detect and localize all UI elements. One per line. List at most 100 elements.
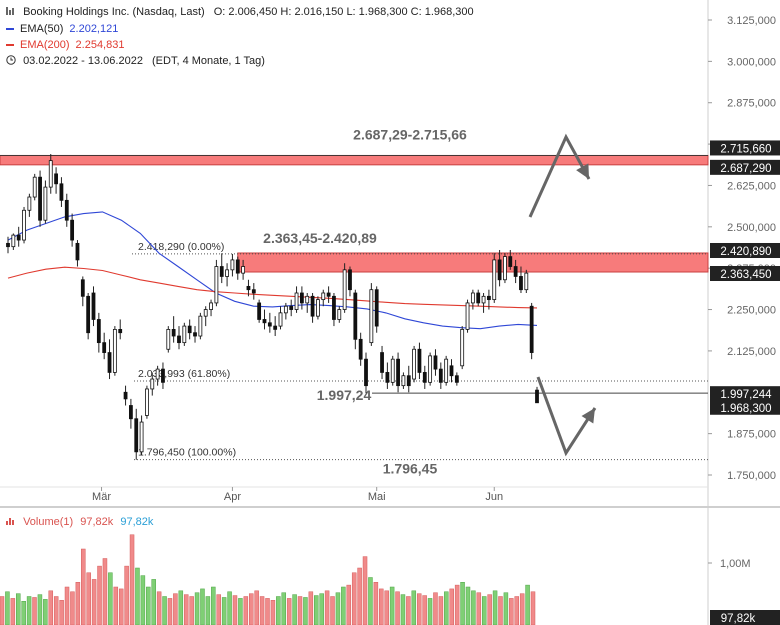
- x-tick-label: Mär: [92, 491, 111, 503]
- candle-body: [470, 292, 475, 304]
- volume-bar: [243, 596, 249, 625]
- candle-body: [64, 199, 69, 221]
- candle-body: [353, 292, 358, 340]
- volume-bar: [97, 565, 102, 625]
- y-tick-label: 2.875,000: [727, 98, 776, 110]
- candle-body: [262, 319, 267, 324]
- volume-bar: [70, 591, 75, 625]
- volume-bar: [314, 595, 319, 625]
- candle-body: [481, 295, 486, 304]
- candle-body: [433, 355, 438, 370]
- y-tick-label: 2.250,000: [727, 305, 776, 317]
- volume-bar: [59, 600, 64, 625]
- candle-body: [460, 328, 465, 367]
- volume-bar: [238, 598, 243, 625]
- volume-bar: [509, 598, 514, 625]
- y-tick-label: 3.000,000: [727, 56, 776, 68]
- volume-bar: [324, 590, 330, 625]
- candle-body: [348, 269, 352, 291]
- candle-body: [6, 242, 10, 248]
- candle-body: [75, 242, 80, 261]
- volume-bar: [102, 558, 108, 625]
- candle-body: [454, 375, 459, 383]
- volume-bar: [151, 579, 156, 625]
- volume-bar: [53, 596, 59, 625]
- volume-bar: [81, 548, 86, 625]
- candle-body: [385, 372, 390, 383]
- candle-body: [225, 269, 229, 277]
- volume-bar: [476, 592, 482, 625]
- candle-body: [166, 328, 171, 350]
- projection-arrow-down: [536, 376, 597, 457]
- price-tag: [710, 386, 780, 402]
- candle-body: [118, 328, 123, 334]
- candle-body: [396, 358, 400, 387]
- range-info: (EDT, 4 Monate, 1 Tag): [152, 55, 265, 67]
- fib-label: 2.033,993 (61.80%): [138, 368, 230, 380]
- candle-body: [112, 328, 117, 373]
- candle-body: [503, 256, 507, 281]
- candle-body: [492, 259, 497, 301]
- volume-bar: [37, 594, 43, 625]
- volume-bar: [444, 591, 449, 625]
- volume-bar: [91, 579, 97, 625]
- candle-body: [11, 234, 16, 248]
- volume-bar: [232, 595, 238, 625]
- volume-bar: [454, 584, 460, 625]
- volume-bar: [108, 572, 113, 625]
- candle-body: [187, 325, 192, 334]
- chart-header: Booking Holdings Inc. (Nasdaq, Last) O: …: [6, 6, 474, 18]
- volume-bar: [519, 593, 525, 625]
- candle-body: [54, 173, 58, 185]
- volume-bar: [492, 590, 498, 625]
- volume-bar: [281, 592, 287, 625]
- volume-bar: [514, 596, 519, 625]
- candle-body: [22, 209, 26, 241]
- volume-bar: [416, 593, 422, 625]
- volume-bar: [173, 593, 178, 625]
- candle-body: [219, 266, 224, 277]
- candle-body: [326, 292, 331, 297]
- volume-bar: [75, 582, 81, 625]
- volume-bar: [276, 596, 281, 625]
- volume-bar: [21, 601, 26, 625]
- volume-bar: [221, 597, 227, 625]
- candle-body: [123, 391, 128, 400]
- volume-last-tag: [710, 610, 780, 625]
- ema200-swatch: [6, 44, 14, 47]
- projection-arrow-down-head: [581, 408, 595, 424]
- volume-bar: [346, 584, 352, 625]
- volume-bar: [422, 595, 427, 625]
- volume-value-1: 97,82k: [80, 516, 114, 528]
- volume-bar: [406, 596, 411, 625]
- price-tag-label: 2.363,450: [720, 269, 771, 281]
- volume-bar: [124, 565, 129, 625]
- volume-bar: [400, 594, 406, 625]
- date-range: 03.02.2022 - 13.06.2022: [23, 55, 143, 67]
- legend-range: 03.02.2022 - 13.06.2022 (EDT, 4 Monate, …: [6, 55, 265, 68]
- candle-body: [193, 332, 197, 337]
- volume-bar: [319, 593, 324, 625]
- resistance-zone: [237, 252, 709, 273]
- candle-body: [203, 309, 208, 317]
- zone-label: 2.363,45-2.420,89: [263, 230, 377, 246]
- candle-body: [161, 368, 165, 383]
- volume-bar: [498, 596, 503, 625]
- candle-body: [107, 352, 112, 373]
- candle-body: [171, 328, 176, 337]
- candle-body: [524, 272, 529, 291]
- legend-ema200: EMA(200) 2.254,831: [6, 39, 124, 51]
- candle-body: [401, 375, 406, 387]
- clock-icon: [6, 55, 16, 68]
- price-tag: [710, 140, 780, 156]
- candle-body: [497, 259, 502, 281]
- volume-tick-label: 1,00M: [720, 558, 751, 570]
- volume-bar: [146, 586, 151, 625]
- candle-body: [16, 234, 21, 241]
- price-tag: [710, 159, 780, 175]
- volume-bar: [471, 590, 476, 625]
- volume-bar: [26, 596, 32, 625]
- candle-body: [465, 302, 470, 330]
- volume-bar: [10, 598, 16, 625]
- candle-body: [417, 348, 422, 373]
